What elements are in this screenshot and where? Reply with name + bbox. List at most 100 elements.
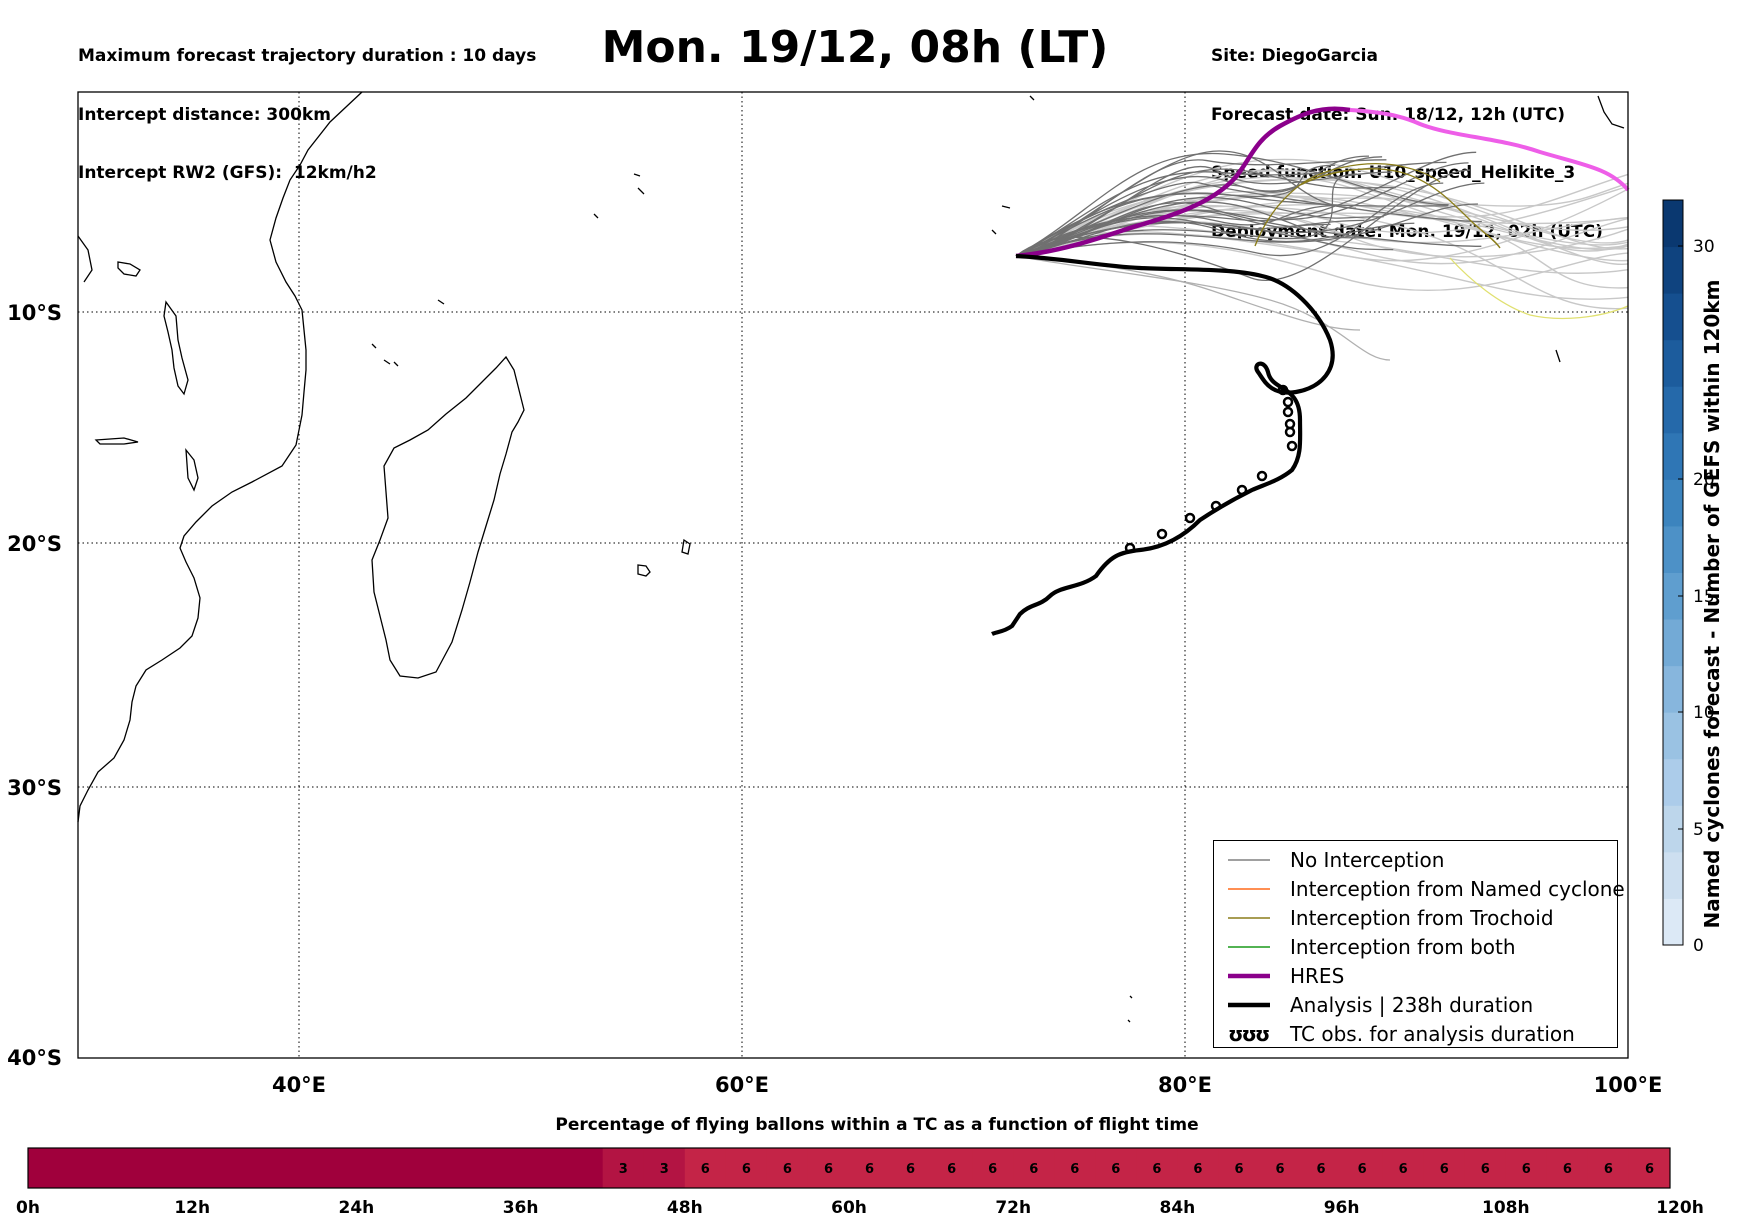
tc-obs-marker bbox=[1256, 470, 1268, 482]
timeline-cell bbox=[438, 1148, 481, 1188]
coast-mauritius bbox=[681, 538, 691, 555]
tc-obs-marker bbox=[1282, 406, 1294, 418]
timeline-cell bbox=[972, 1148, 1014, 1188]
lat-tick-label: 10°S bbox=[7, 301, 62, 325]
timeline-cell bbox=[69, 1148, 111, 1188]
colorbar-segment bbox=[1663, 898, 1683, 946]
legend-label: TC obs. for analysis duration bbox=[1290, 1022, 1575, 1046]
timeline-cell-value: 6 bbox=[1111, 1162, 1120, 1177]
coast-lake-victoria bbox=[117, 261, 141, 277]
tc-obs-marker bbox=[1184, 512, 1196, 524]
colorbar-segment bbox=[1663, 479, 1683, 527]
trajectory-light bbox=[1015, 255, 1391, 361]
map-frame bbox=[77, 91, 1629, 1059]
timeline-cell-value: 6 bbox=[906, 1162, 915, 1177]
legend: No Interception Interception from Named … bbox=[1213, 840, 1625, 1048]
timeline-cell-value: 6 bbox=[1481, 1162, 1490, 1177]
timeline-frame bbox=[27, 1147, 1671, 1189]
colorbar-segment bbox=[1663, 572, 1683, 620]
trajectory-no-interception bbox=[1015, 159, 1387, 257]
timeline-title: Percentage of flying ballons within a TC… bbox=[555, 1115, 1199, 1135]
trajectory-no-interception bbox=[1015, 220, 1415, 257]
timeline-cell-value: 6 bbox=[988, 1162, 997, 1177]
timeline-cell bbox=[931, 1148, 973, 1188]
legend-swatch bbox=[1228, 973, 1270, 979]
colorbar-segment bbox=[1663, 805, 1683, 853]
lat-tick-label: 30°S bbox=[7, 776, 62, 800]
colorbar-tick-label: 10 bbox=[1693, 703, 1715, 723]
colorbar-segment bbox=[1663, 851, 1683, 899]
legend-label: Interception from both bbox=[1290, 935, 1516, 959]
trajectory-light bbox=[1015, 190, 1629, 257]
header-duration: Maximum forecast trajectory duration : 1… bbox=[78, 46, 537, 66]
legend-label: Analysis | 238h duration bbox=[1290, 993, 1534, 1017]
legend-swatch bbox=[1228, 859, 1270, 861]
timeline-cell bbox=[643, 1148, 686, 1188]
legend-label: Interception from Trochoid bbox=[1290, 906, 1554, 930]
colorbar-segment bbox=[1663, 386, 1683, 434]
trajectory-analysis bbox=[991, 253, 1335, 636]
timeline-cell-value: 6 bbox=[1522, 1162, 1531, 1177]
colorbar-tick-label: 20 bbox=[1693, 470, 1715, 490]
timeline-cell-value: 6 bbox=[783, 1162, 792, 1177]
timeline-tick-label: 24h bbox=[339, 1198, 375, 1218]
timeline-cell bbox=[397, 1148, 439, 1188]
trajectory-no-interception bbox=[1015, 196, 1384, 257]
timeline-cell-value: 6 bbox=[1604, 1162, 1613, 1177]
timeline-tick-label: 48h bbox=[667, 1198, 703, 1218]
colorbar-segment bbox=[1663, 712, 1683, 760]
timeline-tick-label: 72h bbox=[995, 1198, 1031, 1218]
coast-lake-tanganyika bbox=[163, 300, 189, 396]
trajectory-trochoid bbox=[1299, 163, 1441, 186]
tc-obs-marker bbox=[1210, 500, 1222, 512]
map: 40°E 60°E 80°E 100°E 10°S 20°S 30°S 40°S 0 5 10 15… bbox=[7, 91, 1715, 1097]
timeline-cell bbox=[725, 1148, 768, 1188]
timeline-tick-label: 60h bbox=[831, 1198, 867, 1218]
colorbar-tick-label: 5 bbox=[1693, 820, 1704, 840]
timeline-cell bbox=[1587, 1148, 1630, 1188]
timeline-cell-value: 6 bbox=[742, 1162, 751, 1177]
trajectory-no-interception bbox=[1015, 169, 1470, 281]
timeline-tick-label: 12h bbox=[174, 1198, 210, 1218]
legend-swatch bbox=[1228, 1002, 1270, 1008]
header-site: Site: DiegoGarcia bbox=[1211, 46, 1378, 66]
timeline-cell bbox=[1505, 1148, 1548, 1188]
timeline-tick-label: 96h bbox=[1324, 1198, 1360, 1218]
coast-reunion bbox=[637, 564, 651, 577]
timeline-cell-value: 6 bbox=[1645, 1162, 1654, 1177]
timeline-cell bbox=[233, 1148, 275, 1188]
coast-comoros bbox=[371, 343, 399, 367]
timeline-cell-value: 6 bbox=[1317, 1162, 1326, 1177]
timeline-cell bbox=[890, 1148, 932, 1188]
trajectory-no-interception bbox=[1015, 161, 1447, 257]
timeline-cell bbox=[110, 1148, 152, 1188]
timeline-cell bbox=[684, 1148, 727, 1188]
colorbar-segment bbox=[1663, 339, 1683, 387]
tc-obs-marker bbox=[1124, 542, 1136, 554]
timeline-cell-value: 6 bbox=[1358, 1162, 1367, 1177]
tc-obs-marker bbox=[1236, 484, 1248, 496]
timeline-tick-label: 84h bbox=[1160, 1198, 1196, 1218]
lon-tick-label: 80°E bbox=[1158, 1073, 1212, 1097]
timeline-cell bbox=[1218, 1148, 1260, 1188]
colorbar-segment bbox=[1663, 200, 1683, 248]
timeline-cell bbox=[192, 1148, 234, 1188]
timeline-cell bbox=[1464, 1148, 1507, 1188]
legend-item-both: Interception from both bbox=[1228, 934, 1516, 960]
tc-obs-marker bbox=[1286, 440, 1298, 452]
colorbar-segment bbox=[1663, 293, 1683, 341]
timeline-ticks: 0h 12h 24h 36h 48h 60h 72h 84h 96h 108h 120h bbox=[16, 1198, 1704, 1218]
trajectory-hres-extended bbox=[1349, 108, 1630, 192]
tc-obs-marker bbox=[1277, 384, 1289, 396]
coast-lake-edge bbox=[94, 437, 139, 445]
coast-africa bbox=[77, 91, 363, 823]
timeline-cell bbox=[849, 1148, 891, 1188]
timeline-cell bbox=[479, 1148, 522, 1188]
trajectory-no-interception bbox=[1015, 152, 1449, 257]
legend-item-tc-obs: ʊʊʊ TC obs. for analysis duration bbox=[1228, 1021, 1575, 1047]
timeline-cell-value: 6 bbox=[1399, 1162, 1408, 1177]
colorbar-tick-label: 0 bbox=[1693, 936, 1704, 956]
legend-item-trochoid: Interception from Trochoid bbox=[1228, 905, 1554, 931]
trajectory-no-interception bbox=[1015, 192, 1449, 257]
colorbar-frame bbox=[1662, 199, 1684, 946]
